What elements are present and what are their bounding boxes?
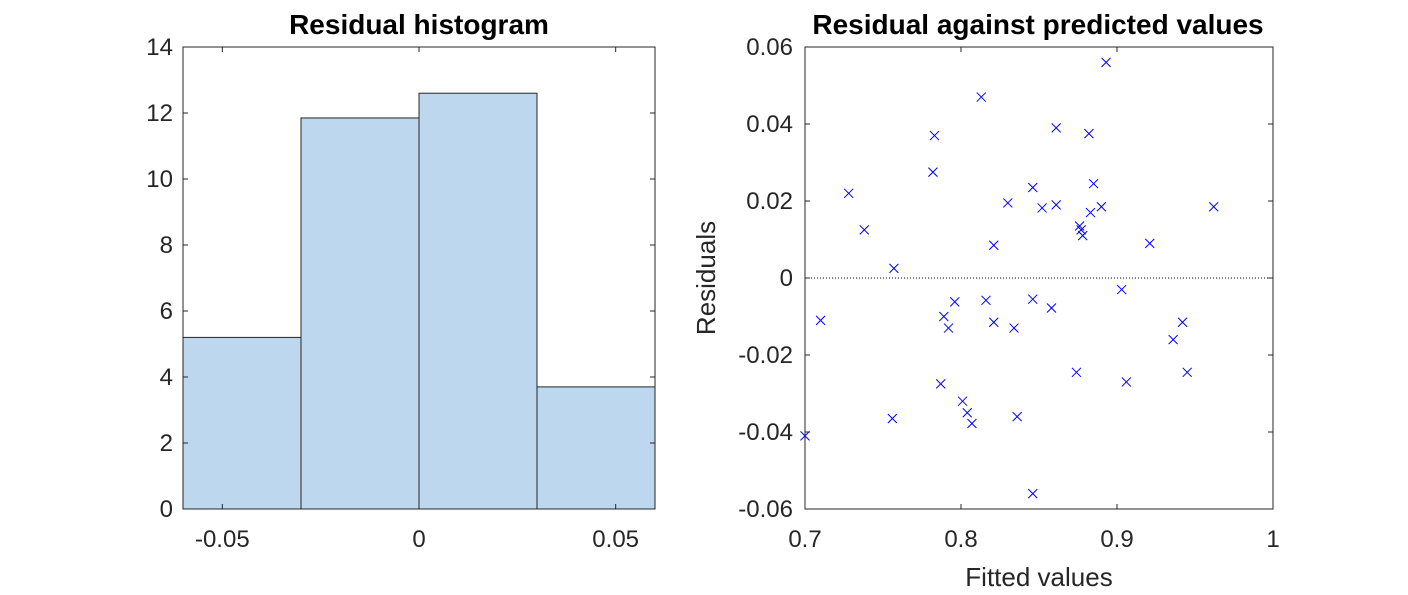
y-tick-label: -0.06 — [738, 496, 793, 523]
scatter-point — [1076, 225, 1086, 235]
histogram-bar — [536, 386, 656, 510]
x-tick-label: 0.8 — [944, 526, 977, 553]
y-tick-label: 12 — [146, 100, 173, 127]
x-tick-label: 0 — [412, 526, 425, 553]
scatter-point — [1037, 203, 1047, 213]
scatter-point — [1208, 201, 1219, 212]
scatter-point — [1051, 199, 1062, 210]
scatter-point — [1009, 323, 1019, 333]
x-tick-label: 0.9 — [1100, 526, 1133, 553]
scatter-point — [1168, 334, 1179, 345]
x-tick-label: 0.05 — [592, 526, 639, 553]
scatter-point — [843, 188, 854, 199]
histogram-bar — [300, 117, 420, 510]
y-tick-label: 0 — [160, 496, 173, 523]
scatter-point — [935, 379, 946, 389]
scatter-point — [1144, 238, 1155, 249]
scatter-point — [1121, 377, 1132, 387]
scatter-point — [1084, 128, 1094, 139]
scatter-point — [1002, 198, 1013, 208]
scatter-point — [1182, 367, 1193, 378]
scatter-point — [1074, 221, 1085, 231]
histogram-ticks: -0.05 0 0.05 0 2 4 6 8 10 12 14 — [146, 34, 655, 553]
scatter-point — [929, 130, 940, 141]
y-tick-label: 6 — [160, 298, 173, 325]
y-tick-label: 0.04 — [746, 111, 793, 138]
y-tick-label: 0 — [780, 265, 793, 292]
scatter-point — [889, 263, 899, 274]
x-tick-label: -0.05 — [195, 526, 250, 553]
histogram-axes: Residual histogram -0.05 0 0.05 0 2 4 6 8 10 12 14 — [146, 9, 656, 553]
y-tick-label: -0.02 — [738, 342, 793, 369]
scatter-point — [976, 92, 987, 102]
histogram-title: Residual histogram — [289, 9, 549, 40]
scatter-point — [1027, 488, 1038, 499]
y-tick-label: 8 — [160, 232, 173, 259]
scatter-point — [1051, 122, 1062, 133]
scatter-points — [800, 57, 1219, 499]
scatter-point — [1085, 207, 1096, 218]
scatter-point — [928, 167, 938, 177]
scatter-point — [1096, 201, 1107, 212]
scatter-point — [1177, 317, 1188, 328]
scatter-point — [859, 225, 870, 235]
histogram-bar — [418, 92, 538, 510]
y-tick-label: -0.04 — [738, 419, 793, 446]
y-tick-label: 2 — [160, 430, 173, 457]
scatter-point — [943, 323, 954, 333]
scatter-point — [962, 407, 973, 418]
scatter-point — [988, 240, 999, 251]
scatter-point — [1077, 230, 1088, 241]
scatter-axes: Residual against predicted values 0.7 0.8… — [691, 9, 1280, 592]
scatter-point — [887, 413, 898, 424]
y-tick-label: 0.06 — [746, 34, 793, 61]
scatter-point — [1071, 367, 1082, 378]
x-tick-label: 1 — [1266, 526, 1279, 553]
scatter-point — [949, 297, 960, 307]
scatter-point — [815, 315, 826, 326]
scatter-point — [938, 311, 949, 322]
scatter-y-axis-label: Residuals — [691, 221, 721, 335]
scatter-point — [1027, 294, 1038, 305]
scatter-title: Residual against predicted values — [812, 9, 1263, 40]
scatter-point — [1088, 178, 1099, 189]
histogram-bars — [182, 92, 656, 510]
y-tick-label: 4 — [160, 364, 173, 391]
x-tick-label: 0.7 — [788, 526, 821, 553]
scatter-ticks: 0.7 0.8 0.9 1 -0.06 -0.04 -0.02 0 0.02 0.04 0.06 — [738, 34, 1279, 553]
y-tick-label: 14 — [146, 34, 173, 61]
scatter-point — [1046, 303, 1057, 313]
scatter-point — [988, 317, 999, 328]
y-tick-label: 0.02 — [746, 188, 793, 215]
scatter-x-axis-label: Fitted values — [965, 562, 1112, 592]
scatter-point — [981, 295, 991, 306]
scatter-point — [1027, 182, 1038, 193]
scatter-point — [1116, 284, 1127, 295]
scatter-point — [1101, 57, 1111, 68]
scatter-point — [957, 396, 968, 407]
y-tick-label: 10 — [146, 166, 173, 193]
scatter-point — [1012, 411, 1023, 422]
scatter-point — [967, 418, 977, 429]
histogram-bar — [182, 336, 302, 510]
